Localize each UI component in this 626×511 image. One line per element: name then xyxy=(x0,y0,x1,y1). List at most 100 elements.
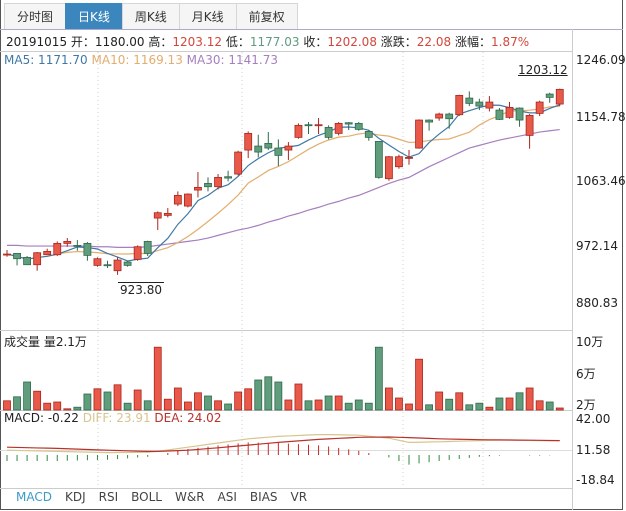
volume-bar xyxy=(284,399,293,411)
ma30-line xyxy=(7,128,560,248)
pct-value: 1.87% xyxy=(491,35,530,49)
divider xyxy=(0,488,572,489)
close-value: 1202.08 xyxy=(327,35,377,49)
volume-bar xyxy=(214,400,222,411)
tab-vr[interactable]: VR xyxy=(290,490,308,504)
candle-body xyxy=(224,176,233,179)
kline-chart[interactable] xyxy=(0,0,572,490)
price-tick: 1246.09 xyxy=(576,53,626,67)
candle-body xyxy=(364,130,373,138)
candle-body xyxy=(274,147,283,156)
divider xyxy=(0,29,623,30)
volume-label: 成交量 量2.1万 xyxy=(4,335,87,349)
volume-bar xyxy=(535,400,544,411)
candle-body xyxy=(374,140,383,178)
candle-body xyxy=(415,119,423,149)
macd-tick: -18.84 xyxy=(576,473,615,487)
volume-bar xyxy=(545,401,554,411)
volume-bar xyxy=(53,401,62,411)
price-tick: 1154.78 xyxy=(576,110,626,124)
divider xyxy=(0,51,572,52)
candle-body xyxy=(73,244,82,247)
change-value: 22.08 xyxy=(416,35,452,49)
candle-body xyxy=(465,97,474,104)
tab-boll[interactable]: BOLL xyxy=(131,490,162,504)
volume-bar xyxy=(244,388,253,411)
volume-bar xyxy=(224,403,233,411)
ma30-value: MA30: 1141.73 xyxy=(186,53,278,67)
candle-body xyxy=(103,264,112,267)
tab-kdj[interactable]: KDJ xyxy=(64,490,86,504)
pct-label: 涨幅： xyxy=(454,35,491,49)
ma5-value: MA5: 1171.70 xyxy=(4,53,88,67)
volume-bar xyxy=(204,395,212,411)
candle-body xyxy=(153,212,162,219)
candle-body xyxy=(304,124,313,127)
volume-bar xyxy=(425,404,434,411)
candle-body xyxy=(344,122,353,125)
candle-body xyxy=(405,156,413,159)
high-annotation: 1203.12 xyxy=(518,63,568,77)
candle-body xyxy=(334,122,343,134)
candle-body xyxy=(324,126,333,138)
candle-body xyxy=(3,253,11,256)
price-tick: 1063.46 xyxy=(576,174,626,188)
dea-line xyxy=(6,436,560,452)
volume-bar xyxy=(73,406,82,411)
axis-divider xyxy=(572,29,573,510)
volume-bar xyxy=(485,406,494,411)
candle-body xyxy=(555,88,564,105)
candle-body xyxy=(234,151,243,175)
volume-tick: 10万 xyxy=(576,335,604,349)
volume-bar xyxy=(415,358,423,411)
volume-bar xyxy=(334,395,343,411)
tab-asi[interactable]: ASI xyxy=(217,490,237,504)
ma-legend: MA5: 1171.70 MA10: 1169.13 MA30: 1141.73 xyxy=(4,53,278,67)
volume-bar xyxy=(183,401,192,411)
candle-body xyxy=(133,246,142,260)
candle-body xyxy=(425,119,434,123)
open-label: 开： xyxy=(70,35,95,49)
candle-body xyxy=(354,122,363,130)
volume-bar xyxy=(43,402,52,411)
tab-forward-adjust[interactable]: 前复权 xyxy=(235,3,298,29)
date: 20191015 xyxy=(6,35,68,49)
volume-bar xyxy=(374,346,383,411)
tab-monthly-k[interactable]: 月K线 xyxy=(178,3,237,29)
tab-intraday[interactable]: 分时图 xyxy=(4,3,67,29)
volume-bar xyxy=(465,404,474,411)
volume-bar xyxy=(525,387,534,411)
candle-body xyxy=(254,145,263,153)
period-tabs: 分时图 日K线 周K线 月K线 前复权 xyxy=(4,3,298,29)
candle-body xyxy=(194,186,202,191)
macd-tick: 42.00 xyxy=(576,412,611,426)
ohlc-info-bar: 20191015 开：1180.00 高：1203.12 低：1177.03 收… xyxy=(6,33,529,50)
tab-rsi[interactable]: RSI xyxy=(98,490,119,504)
tab-bias[interactable]: BIAS xyxy=(249,490,278,504)
candle-body xyxy=(163,212,172,216)
macd-gridline xyxy=(0,450,572,451)
candle-body xyxy=(395,156,403,168)
volume-bar xyxy=(153,346,162,411)
volume-bar xyxy=(515,392,524,411)
low-annotation: 923.80 xyxy=(118,282,164,297)
dea-value: DEA: 24.02 xyxy=(154,411,222,425)
volume-tick: 6万 xyxy=(576,367,596,381)
volume-bar xyxy=(475,402,484,411)
volume-bar xyxy=(314,399,323,411)
volume-bar xyxy=(264,376,273,411)
volume-bar xyxy=(63,408,72,411)
tab-weekly-k[interactable]: 周K线 xyxy=(121,3,180,29)
candle-body xyxy=(214,176,222,188)
tab-macd[interactable]: MACD xyxy=(16,490,52,504)
volume-bar xyxy=(123,402,132,411)
candle-body xyxy=(545,93,554,98)
volume-bar xyxy=(304,400,313,411)
volume-bar xyxy=(395,397,403,411)
diff-value: DIFF: 23.91 xyxy=(82,411,151,425)
price-tick: 972.14 xyxy=(576,239,618,253)
candle-body xyxy=(83,242,92,256)
tab-wr[interactable]: W&R xyxy=(174,490,205,504)
macd-legend: MACD: -0.22 DIFF: 23.91 DEA: 24.02 xyxy=(4,411,221,425)
